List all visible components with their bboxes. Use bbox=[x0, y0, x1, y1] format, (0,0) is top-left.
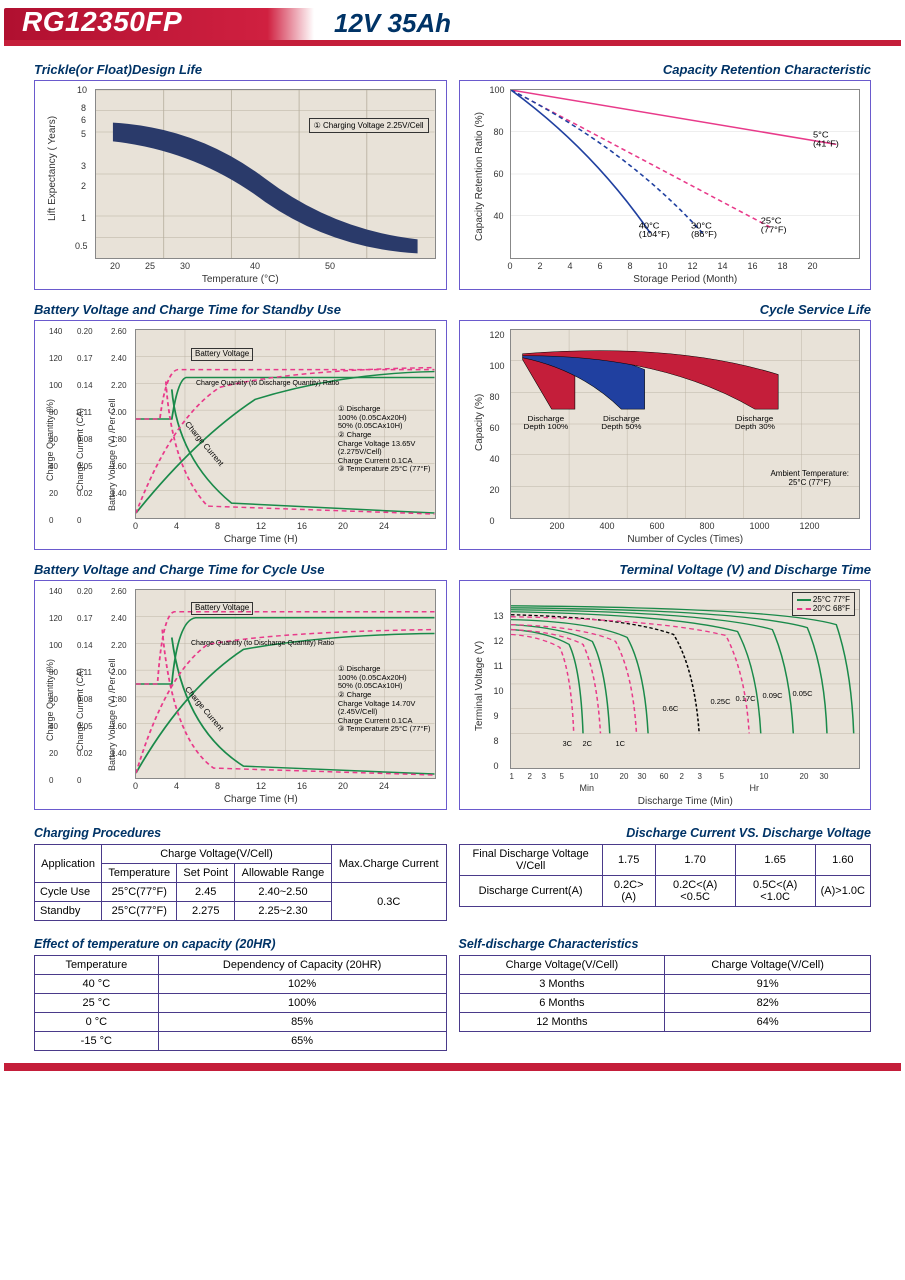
charging-proc-panel: Charging Procedures Application Charge V… bbox=[34, 816, 447, 921]
standby-panel: Battery Voltage and Charge Time for Stan… bbox=[34, 296, 447, 550]
retention-ylabel: Capacity Retention Ratio (%) bbox=[474, 112, 485, 241]
trickle-ylabel: Lift Expectancy ( Years) bbox=[47, 116, 58, 221]
svg-text:DischargeDepth 100%: DischargeDepth 100% bbox=[523, 415, 568, 431]
page-header: RG12350FP 12V 35Ah bbox=[4, 4, 901, 46]
table-row: -15 °C65% bbox=[35, 1032, 447, 1051]
header-bar bbox=[4, 40, 901, 46]
trickle-title: Trickle(or Float)Design Life bbox=[34, 62, 447, 77]
svg-text:25°C(77°F): 25°C(77°F) bbox=[760, 216, 786, 234]
retention-panel: Capacity Retention Characteristic 5°C(41… bbox=[459, 56, 872, 290]
trickle-panel: Trickle(or Float)Design Life ① Charging … bbox=[34, 56, 447, 290]
table-row: 0 °C85% bbox=[35, 1013, 447, 1032]
svg-text:40°C(104°F): 40°C(104°F) bbox=[638, 221, 669, 239]
standby-annot: ① Discharge 100% (0.05CAx20H) 50% (0.05C… bbox=[338, 405, 431, 474]
svg-text:30°C(86°F): 30°C(86°F) bbox=[691, 221, 717, 239]
footer-bar bbox=[4, 1063, 901, 1071]
charging-title: Charging Procedures bbox=[34, 826, 447, 840]
cycle-charge-title: Battery Voltage and Charge Time for Cycl… bbox=[34, 562, 447, 577]
svg-text:DischargeDepth 30%: DischargeDepth 30% bbox=[734, 415, 775, 431]
table-row: Cycle Use 25°C(77°F) 2.45 2.40~2.50 0.3C bbox=[35, 883, 447, 902]
table-row: Final Discharge Voltage V/Cell 1.75 1.70… bbox=[459, 845, 871, 876]
temp-effect-title: Effect of temperature on capacity (20HR) bbox=[34, 937, 447, 951]
trickle-chart: ① Charging Voltage 2.25V/Cell Lift Expec… bbox=[34, 80, 447, 290]
discharge-v-table: Final Discharge Voltage V/Cell 1.75 1.70… bbox=[459, 844, 872, 907]
standby-chart: Battery Voltage Charge Quantity (to Disc… bbox=[34, 320, 447, 550]
cycle-charge-chart: Battery Voltage Charge Quantity (to Disc… bbox=[34, 580, 447, 810]
temp-effect-table: TemperatureDependency of Capacity (20HR)… bbox=[34, 955, 447, 1051]
retention-title: Capacity Retention Characteristic bbox=[459, 62, 872, 77]
table-row: 6 Months82% bbox=[459, 994, 871, 1013]
trickle-xlabel: Temperature (°C) bbox=[202, 274, 279, 285]
charging-table: Application Charge Voltage(V/Cell) Max.C… bbox=[34, 844, 447, 921]
discharge-v-panel: Discharge Current VS. Discharge Voltage … bbox=[459, 816, 872, 921]
retention-xlabel: Storage Period (Month) bbox=[633, 274, 737, 285]
cycle-charge-annot: ① Discharge 100% (0.05CAx20H) 50% (0.05C… bbox=[338, 665, 431, 734]
cycle-life-panel: Cycle Service Life DischargeDepth 100%Di… bbox=[459, 296, 872, 550]
discharge-v-title: Discharge Current VS. Discharge Voltage bbox=[459, 826, 872, 840]
svg-text:DischargeDepth 50%: DischargeDepth 50% bbox=[601, 415, 642, 431]
retention-chart: 5°C(41°F) 25°C(77°F) 30°C(86°F) 40°C(104°F)… bbox=[459, 80, 872, 290]
table-row: 25 °C100% bbox=[35, 994, 447, 1013]
terminal-legend: 25°C 77°F 20°C 68°F bbox=[792, 592, 855, 616]
svg-text:5°C(41°F): 5°C(41°F) bbox=[813, 130, 839, 148]
terminal-chart: 25°C 77°F 20°C 68°F 3C2C1C0.6C0.25C0.17C… bbox=[459, 580, 872, 810]
terminal-panel: Terminal Voltage (V) and Discharge Time bbox=[459, 556, 872, 810]
cycle-life-title: Cycle Service Life bbox=[459, 302, 872, 317]
temp-effect-panel: Effect of temperature on capacity (20HR)… bbox=[34, 927, 447, 1051]
terminal-title: Terminal Voltage (V) and Discharge Time bbox=[459, 562, 872, 577]
table-row: 3 Months91% bbox=[459, 975, 871, 994]
table-row: Discharge Current(A) 0.2C>(A) 0.2C<(A)<0… bbox=[459, 876, 871, 907]
standby-title: Battery Voltage and Charge Time for Stan… bbox=[34, 302, 447, 317]
table-row: 12 Months64% bbox=[459, 1013, 871, 1032]
trickle-annot: ① Charging Voltage 2.25V/Cell bbox=[309, 118, 429, 133]
self-discharge-title: Self-discharge Characteristics bbox=[459, 937, 872, 951]
voltage-capacity-spec: 12V 35Ah bbox=[334, 8, 451, 39]
cycle-life-chart: DischargeDepth 100% DischargeDepth 50% Dis… bbox=[459, 320, 872, 550]
retention-svg: 5°C(41°F) 25°C(77°F) 30°C(86°F) 40°C(104°F) bbox=[511, 90, 860, 258]
self-discharge-panel: Self-discharge Characteristics Charge Vo… bbox=[459, 927, 872, 1051]
life-band bbox=[113, 123, 418, 254]
cycle-charge-panel: Battery Voltage and Charge Time for Cycl… bbox=[34, 556, 447, 810]
self-discharge-table: Charge Voltage(V/Cell)Charge Voltage(V/C… bbox=[459, 955, 872, 1032]
model-number: RG12350FP bbox=[22, 6, 182, 38]
table-row: 40 °C102% bbox=[35, 975, 447, 994]
